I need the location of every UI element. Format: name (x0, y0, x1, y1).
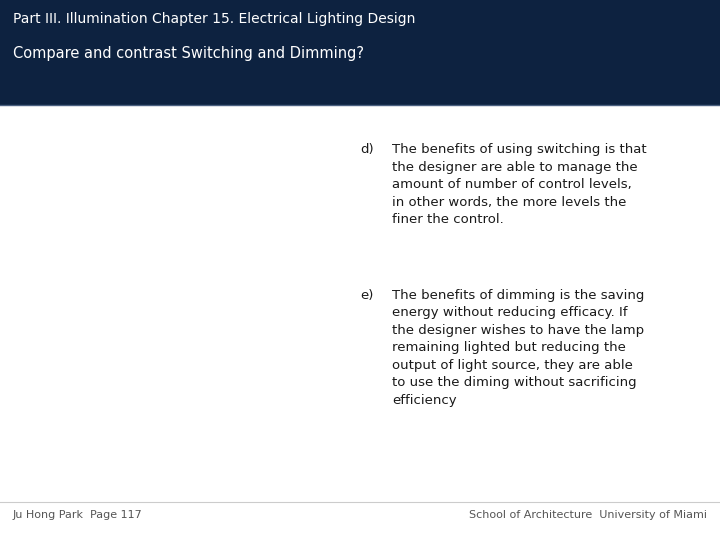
Text: Part III. Illumination Chapter 15. Electrical Lighting Design: Part III. Illumination Chapter 15. Elect… (13, 12, 415, 26)
Text: Compare and contrast Switching and Dimming?: Compare and contrast Switching and Dimmi… (13, 46, 364, 61)
Text: Ju Hong Park  Page 117: Ju Hong Park Page 117 (13, 510, 143, 521)
Text: The benefits of dimming is the saving
energy without reducing efficacy. If
the d: The benefits of dimming is the saving en… (392, 289, 645, 407)
Text: d): d) (360, 143, 374, 156)
Bar (0, 0, 720, 105)
Text: e): e) (360, 289, 374, 302)
Text: School of Architecture  University of Miami: School of Architecture University of Mia… (469, 510, 707, 521)
Text: The benefits of using switching is that
the designer are able to manage the
amou: The benefits of using switching is that … (392, 143, 647, 226)
